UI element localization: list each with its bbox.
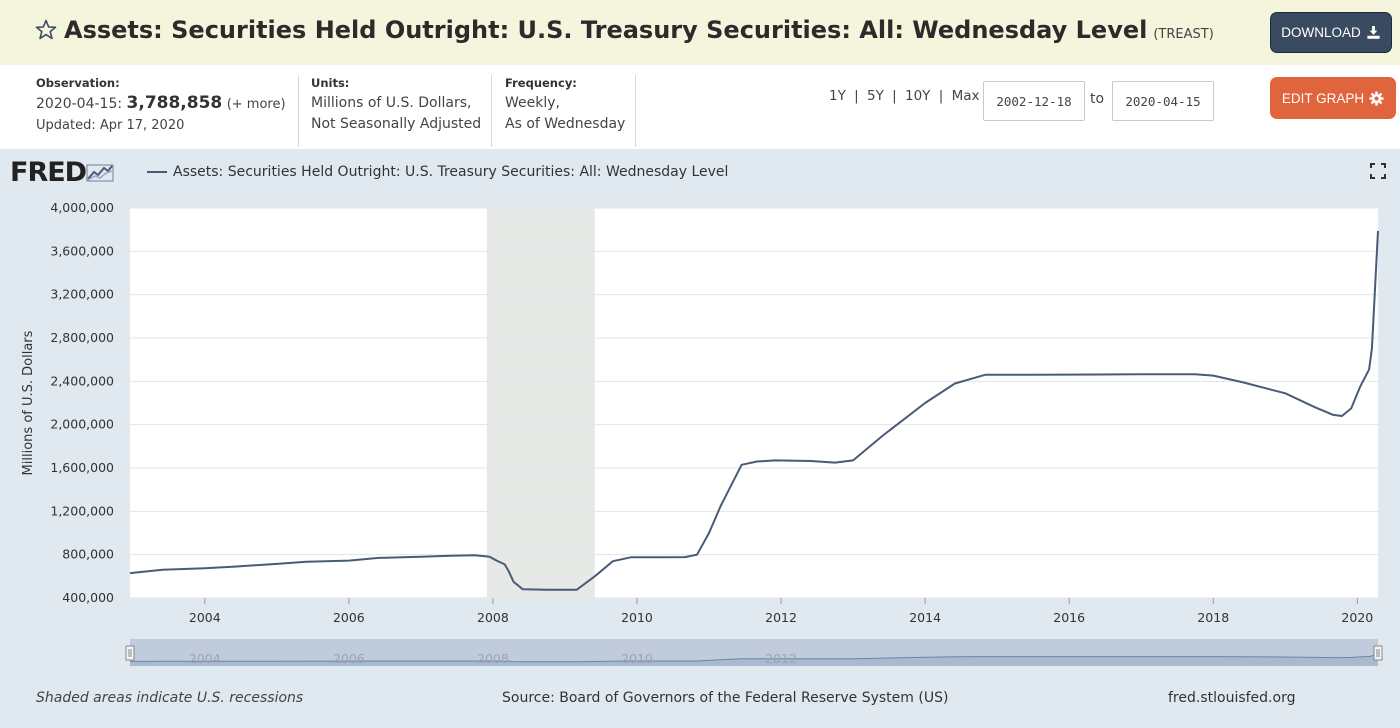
units-line-1: Millions of U.S. Dollars, xyxy=(311,95,472,111)
download-icon xyxy=(1367,25,1380,39)
gear-icon xyxy=(1369,90,1384,106)
chart-logo-icon xyxy=(86,164,114,182)
series-code: (TREAST) xyxy=(1153,27,1214,42)
legend-label: Assets: Securities Held Outright: U.S. T… xyxy=(173,164,729,180)
edit-graph-button[interactable]: EDIT GRAPH xyxy=(1270,77,1396,119)
start-date-input[interactable]: 2002-12-18 xyxy=(983,81,1085,121)
plot-area xyxy=(130,208,1378,598)
edit-graph-label: EDIT GRAPH xyxy=(1281,90,1365,106)
end-date-input[interactable]: 2020-04-15 xyxy=(1112,81,1214,121)
y-tick-label: 1,200,000 xyxy=(50,503,114,518)
navigator-tick-label: 2006 xyxy=(333,651,365,666)
recession-band xyxy=(486,208,595,598)
series-title: Assets: Securities Held Outright: U.S. T… xyxy=(64,16,1214,44)
x-tick-label: 2020 xyxy=(1341,610,1373,625)
units-line-2: Not Seasonally Adjusted xyxy=(311,116,482,132)
y-tick-label: 800,000 xyxy=(62,547,114,562)
navigator-area xyxy=(130,653,1378,666)
more-observations-link[interactable]: (+ more) xyxy=(226,97,286,112)
chart-legend: Assets: Securities Held Outright: U.S. T… xyxy=(147,164,728,180)
graph-panel: 400,000 800,000 1,200,000 1,600,000 2,000,00… xyxy=(0,149,1400,728)
range-1y-link[interactable]: 1Y xyxy=(829,88,846,104)
navigator-tick-label: 2008 xyxy=(477,651,509,666)
y-axis-label: Millions of U.S. Dollars xyxy=(21,330,36,475)
units-label: Units: xyxy=(311,76,350,90)
updated-date: Updated: Apr 17, 2020 xyxy=(36,118,185,133)
star-outline-icon[interactable] xyxy=(34,18,58,42)
download-label: DOWNLOAD xyxy=(1281,25,1361,40)
x-tick-label: 2006 xyxy=(333,610,365,625)
fred-logo-text: FRED xyxy=(10,156,87,188)
y-tick-label: 3,200,000 xyxy=(50,287,114,302)
y-tick-label: 1,600,000 xyxy=(50,460,114,475)
y-tick-label: 3,600,000 xyxy=(50,243,114,258)
observation-block: Observation: 2020-04-15: 3,788,858 (+ mo… xyxy=(36,75,286,136)
fred-logo: FRED xyxy=(10,156,114,188)
range-separator: | xyxy=(938,88,944,104)
x-tick-label: 2008 xyxy=(477,610,509,625)
page-header: Assets: Securities Held Outright: U.S. T… xyxy=(0,0,1400,65)
navigator-line xyxy=(129,652,1379,663)
fullscreen-icon[interactable] xyxy=(1370,163,1386,179)
y-tick-label: 2,000,000 xyxy=(50,417,114,432)
navigator-left-handle[interactable] xyxy=(125,645,135,661)
frequency-line-2: As of Wednesday xyxy=(505,116,626,132)
y-tick-label: 400,000 xyxy=(62,590,114,605)
download-button[interactable]: DOWNLOAD xyxy=(1270,12,1392,53)
range-max-link[interactable]: Max xyxy=(951,88,980,104)
navigator-tick-label: 2012 xyxy=(765,651,797,666)
frequency-block: Frequency: Weekly, As of Wednesday xyxy=(505,75,625,135)
frequency-line-1: Weekly, xyxy=(505,95,560,111)
x-tick-label: 2012 xyxy=(765,610,797,625)
y-tick-label: 2,400,000 xyxy=(50,373,114,388)
range-separator: | xyxy=(892,88,897,104)
series-title-text: Assets: Securities Held Outright: U.S. T… xyxy=(64,16,1148,44)
y-tick-label: 4,000,000 xyxy=(50,200,114,215)
range-separator: | xyxy=(854,88,859,104)
to-label: to xyxy=(1090,91,1105,107)
range-10y-link[interactable]: 10Y xyxy=(905,88,931,104)
legend-swatch xyxy=(147,171,167,173)
observation-label: Observation: xyxy=(36,76,120,90)
date-range-shortcuts: 1Y | 5Y | 10Y | Max xyxy=(829,88,980,104)
x-tick-label: 2016 xyxy=(1053,610,1085,625)
source-note: Source: Board of Governors of the Federa… xyxy=(502,690,949,706)
divider xyxy=(298,75,299,147)
x-tick-label: 2004 xyxy=(189,610,221,625)
navigator-right-handle[interactable] xyxy=(1373,645,1383,661)
x-tick-label: 2010 xyxy=(621,610,653,625)
chart: 400,000 800,000 1,200,000 1,600,000 2,000,00… xyxy=(21,200,1383,666)
observation-date: 2020-04-15: xyxy=(36,96,123,112)
units-block: Units: Millions of U.S. Dollars, Not Sea… xyxy=(311,75,481,135)
frequency-label: Frequency: xyxy=(505,76,577,90)
navigator-tick-label: 2010 xyxy=(621,651,653,666)
recession-note: Shaded areas indicate U.S. recessions xyxy=(36,690,304,706)
info-strip: Observation: 2020-04-15: 3,788,858 (+ mo… xyxy=(0,65,1400,149)
divider xyxy=(635,75,636,147)
divider xyxy=(491,75,492,147)
site-link[interactable]: fred.stlouisfed.org xyxy=(1168,690,1296,706)
x-tick-label: 2018 xyxy=(1197,610,1229,625)
range-5y-link[interactable]: 5Y xyxy=(867,88,884,104)
navigator-tick-label: 2004 xyxy=(189,651,221,666)
x-tick-label: 2014 xyxy=(909,610,941,625)
series-line xyxy=(129,230,1379,591)
observation-value: 3,788,858 xyxy=(126,93,223,113)
y-tick-label: 2,800,000 xyxy=(50,330,114,345)
